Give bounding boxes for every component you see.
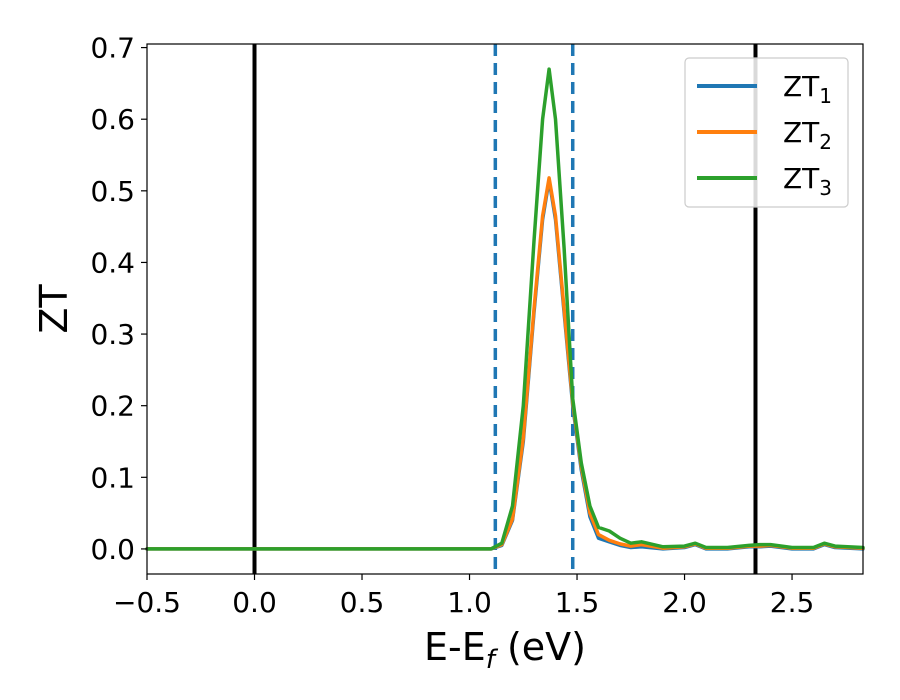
x-tick-label: 1.0 bbox=[447, 586, 492, 619]
y-axis-label: ZT bbox=[32, 284, 76, 334]
y-tick-label: 0.3 bbox=[90, 318, 135, 351]
y-tick-label: 0.0 bbox=[90, 533, 135, 566]
series-line-3 bbox=[145, 67, 865, 551]
y-tick-label: 0.7 bbox=[90, 32, 135, 65]
x-axis-label-main: E-E bbox=[424, 625, 486, 669]
y-tick-label: 0.5 bbox=[90, 175, 135, 208]
legend-label-1: ZT1 bbox=[783, 70, 832, 108]
x-axis-label: E-Ef (eV) bbox=[424, 625, 586, 675]
legend-label-3: ZT3 bbox=[783, 162, 832, 200]
x-axis-ticks: −0.5 0.0 0.5 1.0 1.5 2.0 2.5 bbox=[113, 574, 814, 619]
x-tick-label: 2.0 bbox=[662, 586, 707, 619]
x-tick-label: 2.5 bbox=[770, 586, 815, 619]
x-tick-label: 1.5 bbox=[555, 586, 600, 619]
x-axis-label-unit: (eV) bbox=[495, 625, 586, 669]
legend: ZT1 ZT2 ZT3 bbox=[684, 57, 849, 208]
y-axis-ticks: 0.0 0.1 0.2 0.3 0.4 0.5 0.6 0.7 bbox=[90, 32, 147, 566]
y-tick-label: 0.4 bbox=[90, 246, 135, 279]
y-tick-label: 0.2 bbox=[90, 390, 135, 423]
series-layer bbox=[145, 67, 865, 551]
plot-frame bbox=[146, 43, 864, 575]
x-tick-label: 0.0 bbox=[232, 586, 277, 619]
y-tick-label: 0.6 bbox=[90, 103, 135, 136]
x-tick-label: 0.5 bbox=[340, 586, 385, 619]
x-tick-label: −0.5 bbox=[113, 586, 181, 619]
y-tick-label: 0.1 bbox=[90, 461, 135, 494]
legend-label-2: ZT2 bbox=[783, 116, 832, 154]
legend-box bbox=[684, 57, 849, 208]
